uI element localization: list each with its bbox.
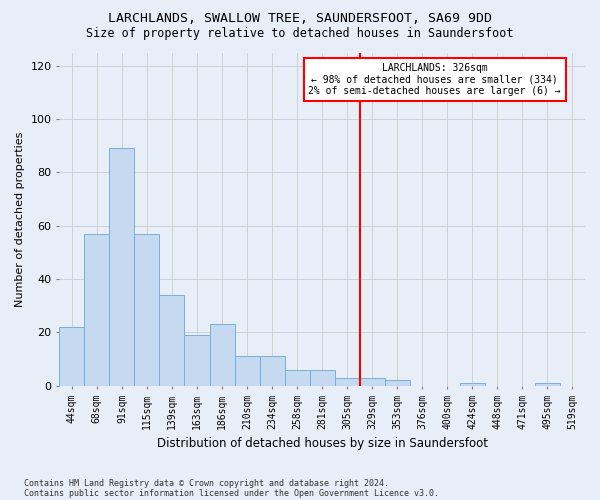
- Text: Contains public sector information licensed under the Open Government Licence v3: Contains public sector information licen…: [24, 488, 439, 498]
- Y-axis label: Number of detached properties: Number of detached properties: [15, 132, 25, 307]
- Bar: [134, 234, 160, 386]
- Bar: [209, 324, 235, 386]
- Bar: [335, 378, 360, 386]
- Bar: [109, 148, 134, 386]
- Bar: [360, 378, 385, 386]
- X-axis label: Distribution of detached houses by size in Saundersfoot: Distribution of detached houses by size …: [157, 437, 488, 450]
- Bar: [460, 383, 485, 386]
- Text: Contains HM Land Registry data © Crown copyright and database right 2024.: Contains HM Land Registry data © Crown c…: [24, 478, 389, 488]
- Bar: [284, 370, 310, 386]
- Bar: [184, 335, 209, 386]
- Bar: [235, 356, 260, 386]
- Bar: [260, 356, 284, 386]
- Bar: [385, 380, 410, 386]
- Bar: [160, 295, 184, 386]
- Text: LARCHLANDS: 326sqm
← 98% of detached houses are smaller (334)
2% of semi-detache: LARCHLANDS: 326sqm ← 98% of detached hou…: [308, 63, 561, 96]
- Text: Size of property relative to detached houses in Saundersfoot: Size of property relative to detached ho…: [86, 28, 514, 40]
- Bar: [535, 383, 560, 386]
- Bar: [59, 327, 85, 386]
- Bar: [85, 234, 109, 386]
- Bar: [310, 370, 335, 386]
- Text: LARCHLANDS, SWALLOW TREE, SAUNDERSFOOT, SA69 9DD: LARCHLANDS, SWALLOW TREE, SAUNDERSFOOT, …: [108, 12, 492, 26]
